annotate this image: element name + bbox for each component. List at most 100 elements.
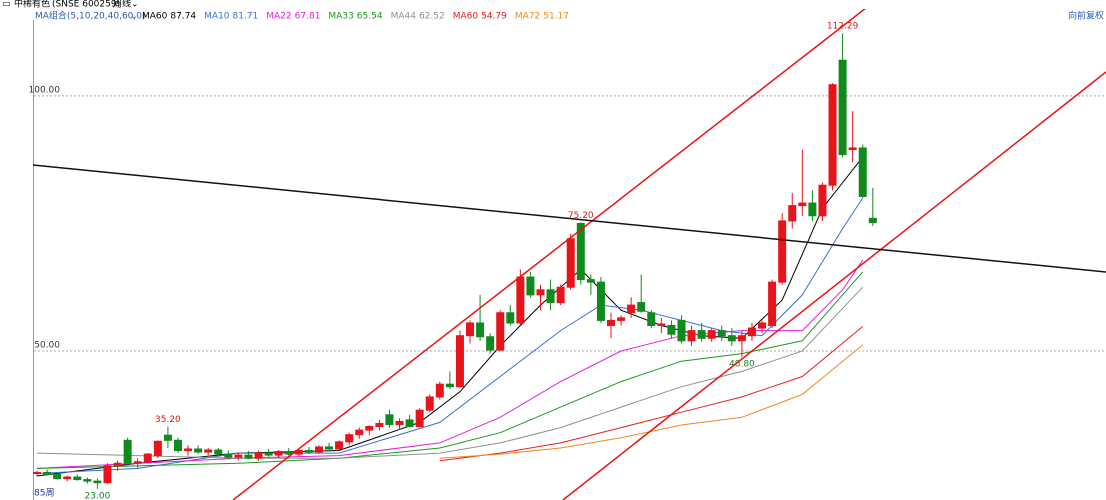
stock-code: (SNSE 600259) [52,0,120,10]
candle-body [727,335,736,342]
candle-body [123,439,132,464]
legend-value: 62.52 [419,12,445,22]
candle-body [617,317,626,321]
candle-body [576,222,585,281]
legend-name: MA10 [204,12,230,22]
candle-body [455,335,464,388]
candle-body [103,465,112,484]
candle-body [314,446,323,453]
y-tick-label: 100.00 [29,85,61,95]
candle-body [858,147,867,197]
ma-group[interactable]: MA组合(5,10,20,40,60,0) [35,10,146,22]
candle-body [556,286,565,304]
candle-body [345,434,354,443]
candle-body [586,279,595,283]
candle-body [737,335,746,342]
candle-body [83,479,92,482]
candle-body [536,289,545,296]
candle-body [274,451,283,456]
candle-body [707,330,716,339]
ma-line [36,271,864,469]
candle-body [43,471,52,475]
candle-body [717,330,726,337]
adjust-selector[interactable]: 向前复权 [1068,10,1104,22]
channel-lower [562,71,1106,500]
candle-body [496,312,505,351]
legend-name: MA72 [515,12,540,22]
candle-body [677,319,686,342]
candle-body [868,217,877,223]
price-annotation: 35.20 [155,415,181,425]
candle-body [657,323,666,327]
candle-body [788,205,797,222]
candle-body [264,452,273,456]
candle-body [415,409,424,428]
candle-body [53,473,62,480]
ma-line [439,326,864,462]
y-tick-label: 50.00 [34,341,60,351]
candle-body [637,302,646,312]
candle-body [93,480,102,484]
ma-line [439,344,864,459]
candle-body [385,414,394,425]
legend-name: MA60 [142,12,168,22]
candle-body [848,147,857,150]
candle-body [476,322,485,338]
candle-body [506,312,515,324]
candle-body [445,383,454,388]
candle-body [284,451,293,455]
period-label: 85周 [34,488,54,499]
legend-name: MA33 [328,12,353,22]
candle-body [355,429,364,436]
legend-value: 65.54 [357,12,383,22]
candle-body [838,59,847,156]
candle-body [375,422,384,428]
candle-body [828,84,837,186]
drawn-lines [32,7,1106,500]
legend-value: 87.74 [170,12,196,22]
candle-body [113,462,122,467]
candle-body [747,327,756,337]
channel-upper [232,7,867,500]
candle-body [405,419,414,428]
candle-body [566,238,575,288]
price-annotation: 48.80 [729,360,755,370]
legend-name: MA60 [453,12,479,22]
candle-body [395,420,404,425]
candle-body [516,276,525,324]
candle-body [204,449,213,453]
candle-body [244,454,253,459]
candle-body [224,453,233,458]
candle-body [596,281,605,321]
legend-value: 67.81 [295,12,321,22]
candle-body [526,276,535,296]
candle-body [425,396,434,411]
candle-body [768,281,777,327]
candle-body [627,304,636,314]
candle-body [486,336,495,351]
candle-body [435,383,444,398]
candle-body [818,184,827,217]
ma-line [36,286,864,459]
legend-name: MA44 [391,12,417,22]
candle-body [133,461,142,464]
price-annotation: 23.00 [85,491,111,500]
dropdown-arrow[interactable]: ⌄ [130,12,138,22]
candle-body [778,220,787,283]
candle-body [687,330,696,342]
candle-body [365,426,374,431]
candle-body [697,330,706,339]
dropdown-arrow[interactable]: ⌄ [131,0,139,10]
legend-value: 51.17 [543,12,569,22]
candle-body [73,476,82,481]
candle-body [153,440,162,457]
period-selector[interactable]: 周线 [113,0,131,10]
candle-body [758,322,767,329]
trend-line [32,164,1106,273]
candle-body [173,439,182,452]
candle-body [143,453,152,463]
legend-value: 54.79 [481,12,507,22]
candle-body [254,452,263,459]
candle-body [667,325,676,335]
